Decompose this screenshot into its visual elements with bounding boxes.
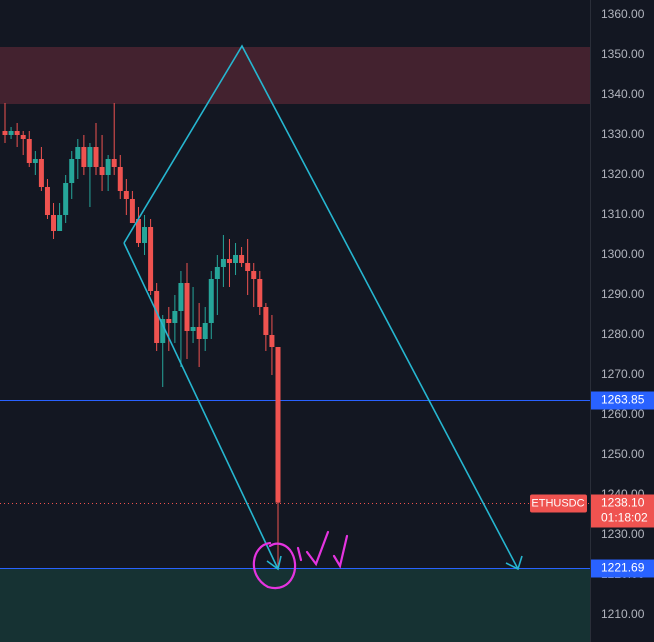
candle-body bbox=[214, 267, 220, 279]
price-label: 1221.69 bbox=[601, 561, 645, 575]
candle-body bbox=[275, 347, 281, 503]
candle-body bbox=[105, 159, 111, 175]
candle-body bbox=[178, 283, 184, 311]
candle-body bbox=[20, 135, 26, 139]
drawings bbox=[123, 44, 523, 571]
symbol-box bbox=[530, 494, 587, 513]
price-label-box bbox=[591, 391, 654, 410]
candle-body bbox=[208, 279, 214, 323]
zone bbox=[0, 568, 590, 642]
y-tick-label: 1360.00 bbox=[601, 7, 645, 21]
candle-body bbox=[245, 263, 251, 271]
triangle-drawing bbox=[123, 44, 519, 570]
last-price-box bbox=[591, 494, 654, 528]
candle-body bbox=[220, 259, 226, 267]
candle-body bbox=[129, 199, 135, 223]
y-tick-label: 1290.00 bbox=[601, 287, 645, 301]
candle-body bbox=[251, 271, 257, 279]
candle-body bbox=[226, 259, 232, 263]
candle-body bbox=[99, 167, 105, 175]
candle-body bbox=[148, 227, 154, 291]
candle-body bbox=[123, 191, 129, 199]
candle-body bbox=[190, 327, 196, 331]
zone bbox=[0, 47, 590, 104]
candle-body bbox=[38, 159, 44, 187]
candle-body bbox=[257, 279, 263, 307]
last-price-label: 1238.10 bbox=[601, 496, 645, 510]
candle-body bbox=[154, 291, 160, 343]
y-tick-label: 1340.00 bbox=[601, 87, 645, 101]
candle-body bbox=[14, 131, 20, 135]
candle-body bbox=[63, 183, 69, 215]
annotation bbox=[252, 530, 349, 590]
arrow-head bbox=[266, 555, 282, 571]
y-tick-label: 1300.00 bbox=[601, 247, 645, 261]
y-tick-label: 1250.00 bbox=[601, 447, 645, 461]
candle-body bbox=[233, 255, 239, 263]
symbol-label: ETHUSDC bbox=[531, 497, 584, 509]
candle-body bbox=[51, 215, 57, 231]
y-tick-label: 1210.00 bbox=[601, 607, 645, 621]
candle-body bbox=[117, 167, 123, 191]
y-tick-label: 1320.00 bbox=[601, 167, 645, 181]
candle-body bbox=[111, 159, 117, 167]
countdown: 01:18:02 bbox=[601, 511, 648, 525]
candle-body bbox=[93, 147, 99, 167]
arrow-head bbox=[505, 555, 523, 571]
y-tick-label: 1280.00 bbox=[601, 327, 645, 341]
candle-body bbox=[239, 255, 245, 263]
candle-body bbox=[142, 227, 148, 243]
candle-body bbox=[135, 219, 141, 243]
y-tick-label: 1260.00 bbox=[601, 407, 645, 421]
candle-body bbox=[184, 283, 190, 331]
candle-body bbox=[44, 187, 50, 215]
candle-body bbox=[57, 215, 63, 231]
candle-body bbox=[196, 327, 202, 339]
candle-body bbox=[202, 323, 208, 339]
candle-body bbox=[81, 147, 87, 167]
y-tick-label: 1330.00 bbox=[601, 127, 645, 141]
trend-line bbox=[123, 242, 279, 570]
candle-body bbox=[8, 131, 14, 135]
candle-body bbox=[26, 139, 32, 163]
candle-body bbox=[32, 159, 38, 163]
y-tick-label: 1350.00 bbox=[601, 47, 645, 61]
candle-body bbox=[166, 319, 172, 323]
y-tick-label: 1310.00 bbox=[601, 207, 645, 221]
candle-body bbox=[2, 131, 8, 135]
price-label: 1263.85 bbox=[601, 393, 645, 407]
price-label-box bbox=[591, 559, 654, 578]
candle-body bbox=[160, 319, 166, 343]
candle-body bbox=[87, 147, 93, 167]
candle-body bbox=[172, 311, 178, 323]
candle-body bbox=[69, 159, 75, 183]
y-tick-label: 1270.00 bbox=[601, 367, 645, 381]
candle-body bbox=[269, 335, 275, 347]
y-tick-label: 1230.00 bbox=[601, 527, 645, 541]
candle-body bbox=[75, 147, 81, 159]
candle-body bbox=[263, 307, 269, 335]
